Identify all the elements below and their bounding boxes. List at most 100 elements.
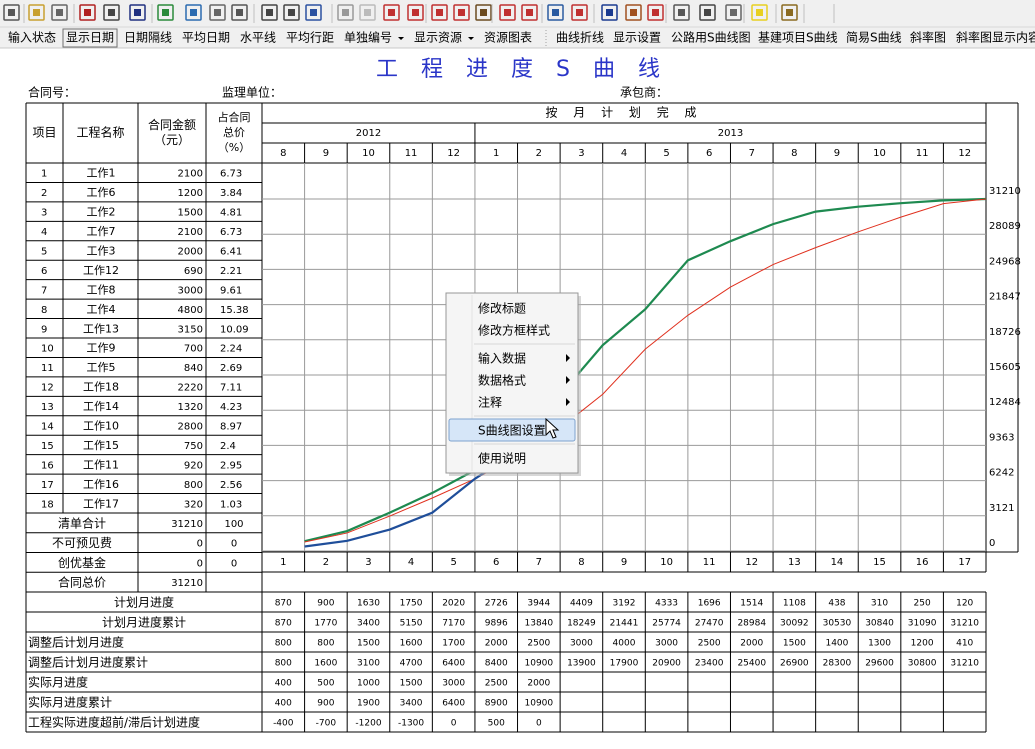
toolbar-button[interactable]: 平均日期: [182, 31, 230, 45]
toolbar-icon[interactable]: [51, 4, 68, 21]
toolbar-icon[interactable]: [3, 4, 20, 21]
item-number: 6: [41, 266, 47, 277]
toolbar-button[interactable]: 单独编号: [344, 30, 405, 45]
toolbar-icon[interactable]: [359, 4, 376, 21]
toolbar-icon[interactable]: [625, 4, 642, 21]
toolbar-icon[interactable]: [79, 4, 96, 21]
toolbar-icon[interactable]: [725, 4, 742, 21]
toolbar-button[interactable]: 公路用S曲线图: [671, 30, 751, 45]
toolbar-icon[interactable]: [103, 4, 120, 21]
progress-value: 3944: [527, 599, 550, 609]
toolbar-icon[interactable]: [751, 4, 768, 21]
toolbar-button-label: 斜率图显示内容: [956, 30, 1035, 45]
toolbar-icon[interactable]: [647, 4, 664, 21]
summary-amount: 0: [197, 539, 203, 550]
toolbar-icon[interactable]: [185, 4, 202, 21]
progress-value: 9896: [485, 619, 508, 629]
menu-item[interactable]: 修改方框样式: [478, 323, 550, 338]
toolbar-button[interactable]: 斜率图: [910, 30, 946, 45]
item-number: 17: [41, 480, 54, 491]
menu-item[interactable]: 数据格式: [478, 373, 526, 388]
toolbar-button[interactable]: 曲线折线: [556, 30, 604, 45]
mouse-cursor: [545, 417, 560, 439]
progress-value: 5150: [400, 619, 423, 629]
toolbar-icon-glyph: [552, 9, 559, 16]
toolbar-icon-glyph: [786, 9, 793, 16]
toolbar-button[interactable]: 平均行距: [286, 31, 334, 45]
toolbar-button[interactable]: 显示设置: [613, 31, 661, 45]
toolbar-icon[interactable]: [453, 4, 470, 21]
toolbar-icon[interactable]: [231, 4, 248, 21]
progress-value: 1700: [442, 639, 465, 649]
period-label: 5: [450, 557, 456, 568]
y-tick-label: 21847: [989, 292, 1021, 303]
month-label: 11: [916, 148, 929, 159]
toolbar-icon-glyph: [56, 9, 63, 16]
progress-value: 1600: [400, 639, 423, 649]
toolbar-icon[interactable]: [571, 4, 588, 21]
progress-value: 2000: [485, 639, 508, 649]
toolbar-icon[interactable]: [499, 4, 516, 21]
menu-item[interactable]: 输入数据: [478, 351, 526, 366]
progress-value: 1696: [698, 599, 721, 609]
button-group: 输入状态 显示日期 日期隔线 平均日期 水平线 平均行距 单独编号 显示资源 资源图表 曲线折线显…: [8, 28, 1035, 48]
progress-value: -1300: [398, 719, 424, 729]
dropdown-arrow: [398, 37, 405, 40]
column-header: 占合同: [218, 110, 251, 124]
toolbar-icon[interactable]: [157, 4, 174, 21]
menu-item[interactable]: 注释: [478, 395, 502, 410]
toolbar-icon[interactable]: [475, 4, 492, 21]
y-tick-label: 12484: [989, 397, 1021, 408]
y-tick-label: 9363: [989, 432, 1014, 443]
toolbar-button[interactable]: 水平线: [240, 31, 276, 45]
toolbar-button[interactable]: 资源图表: [484, 31, 532, 45]
toolbar-button[interactable]: 日期隔线: [124, 31, 172, 45]
toolbar-button[interactable]: 简易S曲线: [846, 31, 902, 45]
toolbar-icon[interactable]: [431, 4, 448, 21]
menu-item[interactable]: 使用说明: [478, 451, 526, 466]
toolbar-icon[interactable]: [209, 4, 226, 21]
progress-value: 1500: [783, 639, 806, 649]
item-amount: 2220: [178, 383, 203, 394]
toolbar-icon[interactable]: [261, 4, 278, 21]
progress-value: 1770: [314, 619, 337, 629]
progress-value: 410: [956, 639, 973, 649]
period-label: 13: [788, 557, 801, 568]
progress-value: 30530: [823, 619, 852, 629]
item-name: 工作13: [83, 322, 119, 335]
progress-value: 21441: [610, 619, 639, 629]
menu-item[interactable]: 修改标题: [478, 301, 526, 316]
toolbar-icon[interactable]: [305, 4, 322, 21]
toolbar-icon[interactable]: [283, 4, 300, 21]
progress-value: 1500: [400, 679, 423, 689]
toolbar-icon[interactable]: [521, 4, 538, 21]
toolbar-icon[interactable]: [699, 4, 716, 21]
toolbar-icon[interactable]: [28, 4, 45, 21]
toolbar-icon[interactable]: [781, 4, 798, 21]
toolbar-icon[interactable]: [673, 4, 690, 21]
item-percent: 6.41: [220, 247, 242, 258]
toolbar-icon-glyph: [730, 9, 737, 16]
month-label: 9: [834, 148, 840, 159]
item-percent: 1.03: [220, 499, 242, 510]
menu-item[interactable]: S曲线图设置: [478, 424, 546, 438]
toolbar-icon[interactable]: [337, 4, 354, 21]
item-number: 3: [41, 208, 47, 219]
toolbar-button[interactable]: 基建项目S曲线: [758, 31, 838, 45]
toolbar-icon[interactable]: [407, 4, 424, 21]
item-name: 工作16: [83, 478, 119, 491]
progress-value: 4700: [400, 659, 423, 669]
toolbar-icon[interactable]: [547, 4, 564, 21]
toolbar-button[interactable]: 显示日期: [62, 28, 118, 48]
toolbar-button[interactable]: 显示资源: [414, 31, 475, 45]
toolbar-icon[interactable]: [129, 4, 146, 21]
toolbar-icon-glyph: [266, 9, 273, 16]
item-amount: 3150: [178, 324, 203, 335]
item-number: 1: [41, 169, 47, 180]
progress-value: 2000: [740, 639, 763, 649]
toolbar-icon[interactable]: [383, 4, 400, 21]
toolbar-icon-glyph: [84, 9, 91, 16]
toolbar-icon[interactable]: [601, 4, 618, 21]
item-name: 工作11: [83, 458, 119, 471]
